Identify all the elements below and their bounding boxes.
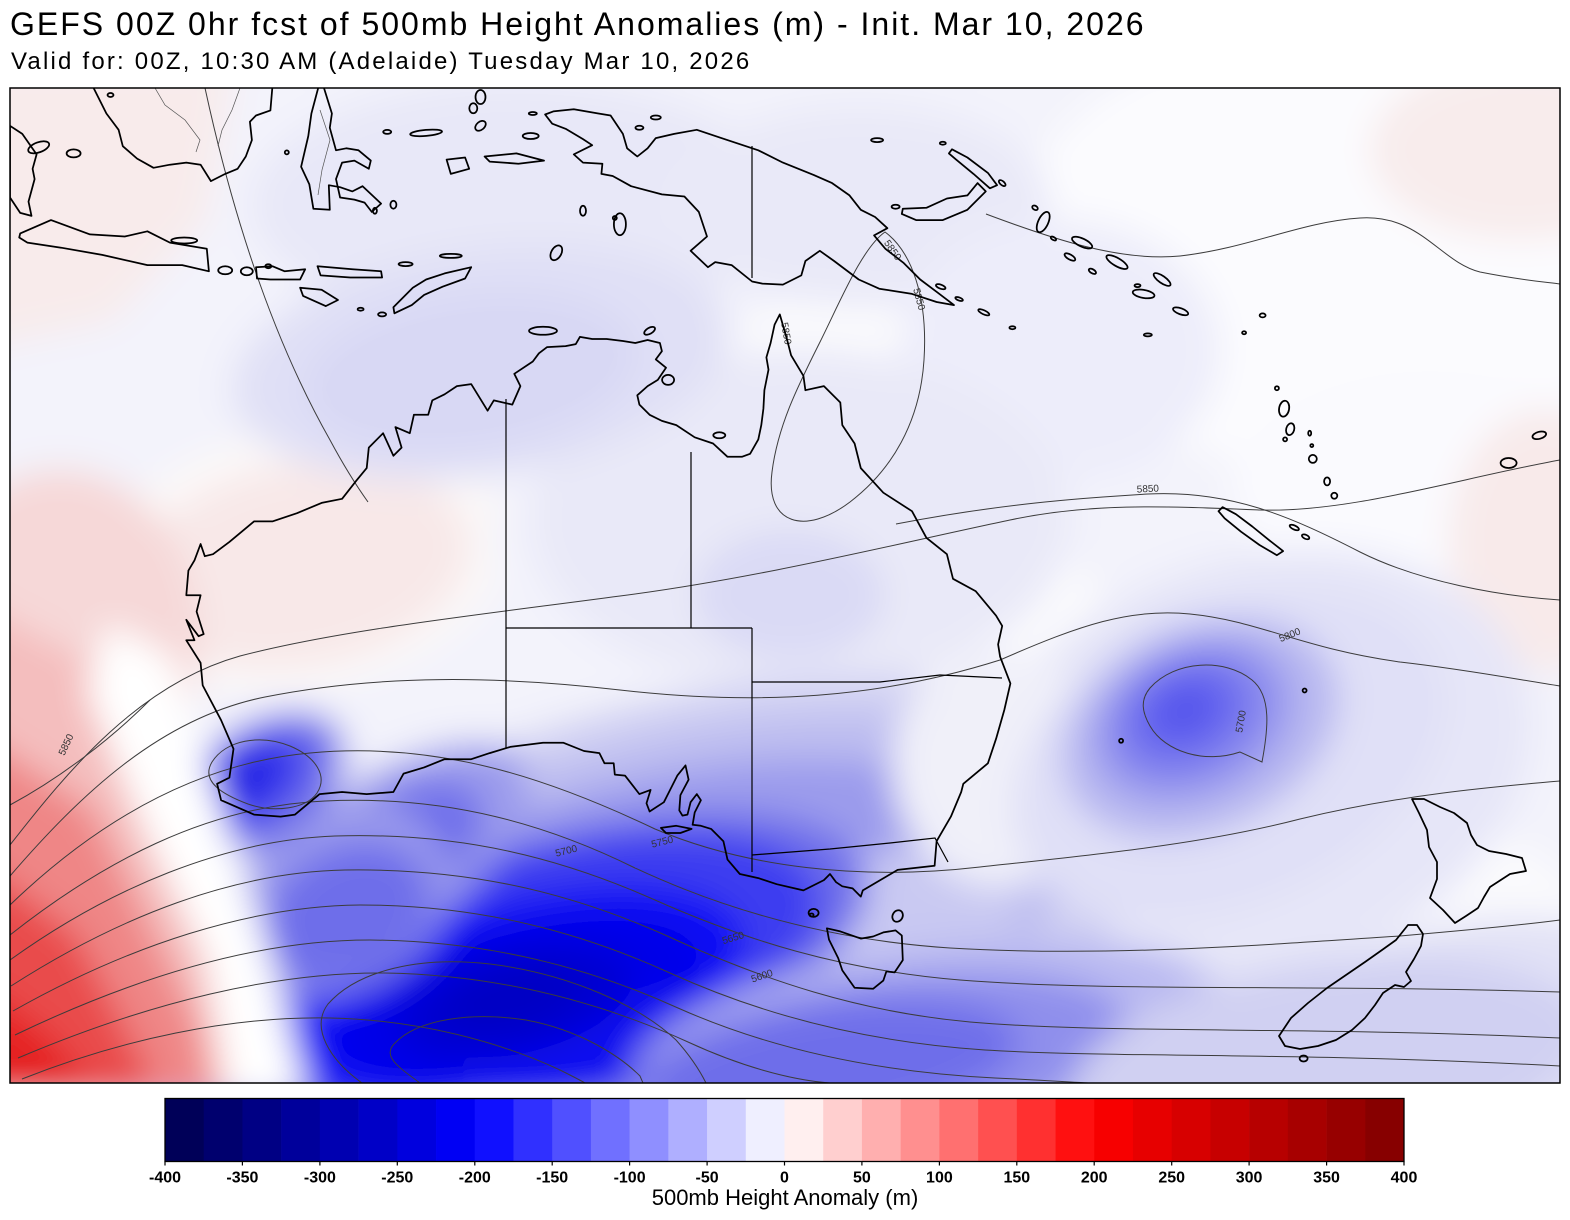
svg-text:-50: -50: [696, 1170, 719, 1187]
svg-text:300: 300: [1236, 1170, 1263, 1187]
svg-text:150: 150: [1003, 1170, 1030, 1187]
svg-text:-100: -100: [614, 1170, 646, 1187]
svg-text:-150: -150: [536, 1170, 568, 1187]
svg-text:5700: 5700: [554, 843, 579, 859]
svg-text:400: 400: [1391, 1170, 1418, 1187]
svg-text:350: 350: [1313, 1170, 1340, 1187]
svg-text:-200: -200: [459, 1170, 491, 1187]
svg-text:250: 250: [1158, 1170, 1185, 1187]
svg-text:-350: -350: [226, 1170, 258, 1187]
svg-text:50: 50: [853, 1170, 871, 1187]
svg-text:-400: -400: [149, 1170, 181, 1187]
svg-text:-300: -300: [304, 1170, 336, 1187]
svg-text:0: 0: [780, 1170, 789, 1187]
svg-text:100: 100: [926, 1170, 953, 1187]
svg-text:5700: 5700: [1234, 709, 1249, 733]
svg-text:200: 200: [1081, 1170, 1108, 1187]
svg-text:5750: 5750: [650, 834, 675, 850]
svg-text:5850: 5850: [1136, 483, 1159, 495]
svg-text:-250: -250: [381, 1170, 413, 1187]
